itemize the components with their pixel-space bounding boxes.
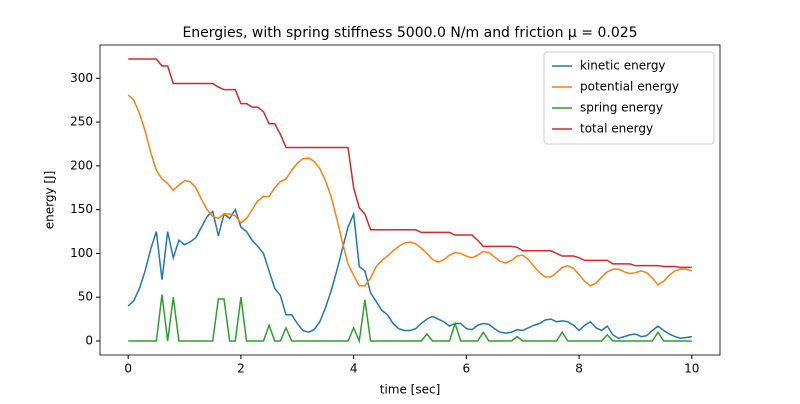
series-line: [127, 207, 692, 340]
y-tick-label: 100: [70, 246, 93, 260]
legend-label: spring energy: [580, 101, 663, 115]
y-tick-label: 300: [70, 71, 93, 85]
x-tick-label: 0: [124, 362, 132, 376]
chart-title: Energies, with spring stiffness 5000.0 N…: [182, 25, 637, 41]
y-axis-label: energy [J]: [43, 171, 57, 230]
y-tick-label: 250: [70, 115, 93, 129]
series-line: [127, 94, 693, 287]
y-tick-label: 150: [70, 202, 93, 216]
y-tick-label: 50: [78, 290, 93, 304]
x-tick-label: 4: [350, 362, 358, 376]
legend-label: total energy: [580, 122, 653, 136]
legend-label: potential energy: [580, 80, 679, 94]
y-tick-label: 200: [70, 158, 93, 172]
x-tick-label: 6: [463, 362, 471, 376]
x-tick-label: 10: [684, 362, 699, 376]
x-tick-label: 8: [575, 362, 583, 376]
legend-label: kinetic energy: [580, 59, 666, 73]
series-line: [128, 294, 692, 344]
series-line: [128, 58, 692, 269]
x-tick-label: 2: [237, 362, 245, 376]
plot-frame: [99, 44, 721, 356]
legend-box: [543, 51, 715, 145]
y-tick-label: 0: [85, 333, 93, 347]
x-axis-label: time [sec]: [380, 383, 441, 397]
